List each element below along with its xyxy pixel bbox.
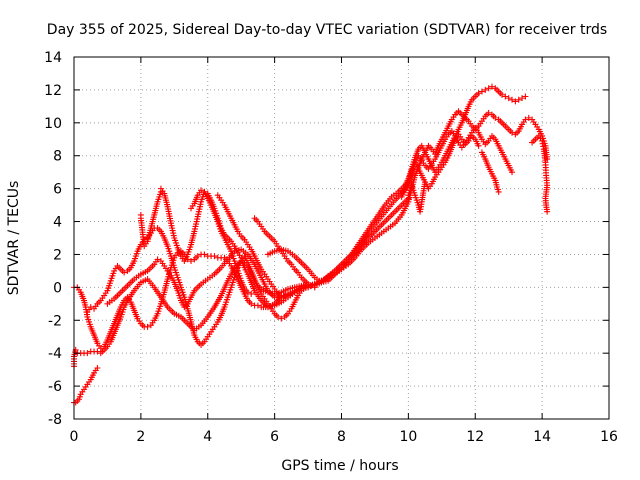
data-point [97,345,104,352]
data-point [499,91,505,98]
data-point [475,90,482,97]
y-tick-label: 10 [44,116,62,132]
data-point [502,93,509,100]
data-point [495,188,502,195]
data-point [519,95,526,102]
data-point [482,86,489,93]
y-tick-label: 6 [53,182,62,198]
data-point [154,256,161,263]
y-tick-label: -2 [48,313,62,329]
y-tick-label: 12 [44,83,62,99]
series-track-12 [311,124,516,289]
series-track-4 [84,225,312,348]
data-point [522,93,529,100]
y-tick-label: 4 [53,215,62,231]
data-point [201,251,208,258]
data-point [278,294,285,301]
data-point [94,364,101,371]
data-point [505,95,512,102]
x-tick-label: 6 [270,429,279,445]
y-tick-label: 0 [53,280,62,296]
data-point [194,253,201,260]
data-point [525,114,532,121]
data-point [544,208,551,215]
data-point [539,137,546,144]
x-tick-label: 4 [203,429,212,445]
series-track-17 [529,132,551,215]
data-point [254,302,261,309]
data-point [509,129,516,136]
data-point [274,313,281,320]
y-tick-label: -6 [48,379,62,395]
data-point [121,269,128,276]
x-axis-label: GPS time / hours [281,458,398,474]
x-tick-label: 16 [600,429,618,445]
data-point [144,323,151,330]
x-tick-label: 2 [136,429,145,445]
data-point [188,258,195,265]
y-tick-label: -4 [48,346,62,362]
data-point [492,114,499,121]
series-track-10 [264,195,412,286]
x-tick-label: 0 [70,429,79,445]
chart-title: Day 355 of 2025, Sidereal Day-to-day VTE… [47,22,607,38]
data-point [509,96,516,103]
data-point [512,98,519,105]
data-point [515,96,522,103]
data-point [94,348,101,355]
x-tick-label: 12 [466,429,484,445]
data-point [281,292,288,299]
data-point [278,315,285,322]
data-point [478,88,485,95]
data-point [485,109,492,116]
series-track-13 [321,83,529,283]
grid [74,57,609,419]
x-tick-label: 8 [337,429,346,445]
y-axis-label: SDTVAR / TECUs [6,181,22,296]
y-tick-label: 8 [53,149,62,165]
data-point [244,289,251,296]
data-point [87,304,94,311]
data-series [71,83,551,406]
series-track-14 [398,131,482,200]
data-point [475,142,482,149]
series-track-16 [478,149,502,195]
series-track-8 [214,192,288,301]
data-point [540,143,547,150]
y-tick-label: -8 [48,412,62,428]
x-tick-label: 14 [533,429,551,445]
series-track-7 [188,187,255,297]
data-point [485,85,492,92]
data-point [488,83,495,90]
data-point [84,350,91,357]
x-tick-label: 10 [399,429,417,445]
data-point [539,140,546,147]
data-point [248,300,255,307]
axis-ticks: 0 2 4 6 8 10 12 14 16 -8 -6 -4 -2 0 2 4 6 8 10 12 14 [44,50,618,445]
y-tick-label: 2 [53,247,62,263]
data-point [198,187,205,194]
data-point [522,116,529,123]
series-track-15 [405,179,429,215]
data-point [211,253,218,260]
data-point [248,290,255,297]
series-track-1 [71,364,101,406]
data-point [509,169,516,176]
data-point [422,179,429,186]
y-tick-label: 14 [44,50,62,66]
